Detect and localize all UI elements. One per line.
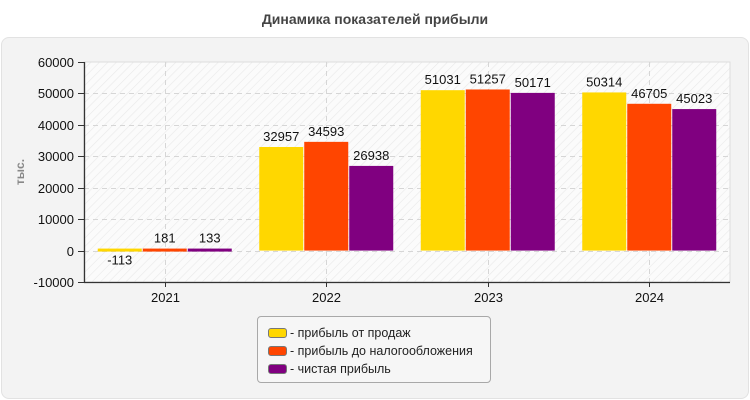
- bar: [142, 248, 187, 252]
- bar-value-label: 50314: [586, 74, 622, 89]
- bar-value-label: -113: [107, 253, 132, 268]
- y-tick-label: 50000: [38, 86, 74, 101]
- chart-title: Динамика показателей прибыли: [261, 11, 489, 27]
- bar-value-label: 32957: [263, 129, 299, 144]
- bar: [187, 248, 232, 252]
- y-tick-label: 30000: [38, 149, 74, 164]
- bar-value-label: 46705: [631, 86, 667, 101]
- legend-label: - прибыль от продаж: [290, 326, 411, 340]
- bar: [510, 92, 555, 251]
- bar-value-label: 50171: [515, 75, 551, 90]
- axes: -10000 0 10000 20000 30000 40000 50000 60000 202…: [13, 55, 730, 305]
- x-tick-label: 2024: [635, 290, 664, 305]
- legend: - прибыль от продаж - прибыль до налогоо…: [257, 316, 491, 383]
- legend-swatch-orange: [268, 346, 287, 356]
- legend-item-net-profit: - чистая прибыль: [268, 361, 391, 377]
- bar: [420, 90, 465, 251]
- y-tick-label: 0: [67, 244, 74, 259]
- bar: [627, 103, 672, 251]
- legend-swatch-purple: [268, 364, 287, 374]
- bar-value-label: 181: [154, 231, 176, 246]
- bar-value-label: 26938: [353, 148, 389, 163]
- bar: [304, 141, 349, 251]
- bar: [97, 248, 142, 252]
- y-tick-label: 60000: [38, 55, 74, 70]
- bar: [672, 109, 717, 251]
- y-tick-label: 40000: [38, 118, 74, 133]
- legend-label: - чистая прибыль: [290, 362, 391, 376]
- bar: [582, 92, 627, 251]
- y-tick-label: 20000: [38, 181, 74, 196]
- bar: [259, 146, 304, 251]
- bar-value-label: 45023: [676, 91, 712, 106]
- y-axis-label: тыс.: [13, 159, 27, 185]
- bar-value-label: 51031: [425, 72, 461, 87]
- x-tick-label: 2023: [474, 290, 503, 305]
- bar-series: [97, 89, 717, 252]
- bar-value-label: 34593: [308, 124, 344, 139]
- legend-item-sales-profit: - прибыль от продаж: [268, 325, 411, 341]
- y-tick-label: -10000: [34, 275, 74, 290]
- y-tick-label: 10000: [38, 212, 74, 227]
- legend-swatch-yellow: [268, 328, 287, 338]
- bar: [349, 165, 394, 251]
- bar-value-label: 133: [199, 231, 221, 246]
- legend-label: - прибыль до налогообложения: [290, 344, 473, 358]
- data-labels: -113 181 133 32957 34593 26938 51031 51257 50171…: [107, 71, 712, 267]
- x-tick-label: 2021: [151, 290, 180, 305]
- legend-item-pretax-profit: - прибыль до налогообложения: [268, 343, 473, 359]
- bar-value-label: 51257: [470, 71, 506, 86]
- bar: [465, 89, 510, 251]
- x-tick-label: 2022: [312, 290, 341, 305]
